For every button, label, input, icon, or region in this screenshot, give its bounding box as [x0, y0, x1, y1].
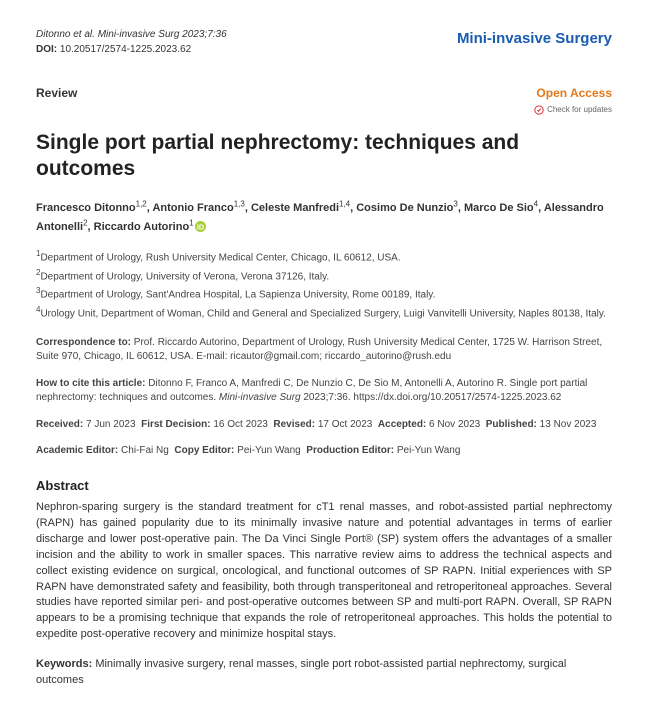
- correspondence-label: Correspondence to:: [36, 337, 131, 348]
- academic-editor-label: Academic Editor:: [36, 445, 118, 456]
- affiliation-1: 1Department of Urology, Rush University …: [36, 248, 612, 266]
- howtocite-label: How to cite this article:: [36, 378, 145, 389]
- article-title: Single port partial nephrectomy: techniq…: [36, 130, 612, 183]
- keywords-text: Minimally invasive surgery, renal masses…: [36, 658, 566, 686]
- affiliation-3-text: Department of Urology, Sant'Andrea Hospi…: [40, 290, 435, 301]
- academic-editor: Chi-Fai Ng: [121, 445, 169, 456]
- check-updates-link[interactable]: Check for updates: [534, 104, 612, 116]
- abstract-heading: Abstract: [36, 477, 612, 496]
- production-editor: Pei-Yun Wang: [397, 445, 461, 456]
- doi-label: DOI:: [36, 44, 57, 55]
- meta-row: Review Open Access Check for updates: [36, 85, 612, 116]
- received-date: 7 Jun 2023: [86, 419, 136, 430]
- dates-row: Received: 7 Jun 2023 First Decision: 16 …: [36, 418, 612, 433]
- open-access-block: Open Access Check for updates: [534, 85, 612, 116]
- affiliation-4-text: Urology Unit, Department of Woman, Child…: [40, 308, 605, 319]
- journal-name: Mini-invasive Surgery: [457, 28, 612, 50]
- affiliations: 1Department of Urology, Rush University …: [36, 248, 612, 322]
- affiliation-4: 4Urology Unit, Department of Woman, Chil…: [36, 304, 612, 322]
- check-updates-icon: [534, 105, 544, 115]
- revised-date: 17 Oct 2023: [318, 419, 372, 430]
- svg-text:iD: iD: [196, 223, 203, 232]
- how-to-cite: How to cite this article: Ditonno F, Fra…: [36, 377, 612, 406]
- production-editor-label: Production Editor:: [306, 445, 394, 456]
- doi-value: 10.20517/2574-1225.2023.62: [60, 44, 191, 55]
- affiliation-2-text: Department of Urology, University of Ver…: [40, 271, 329, 282]
- citation-text: Ditonno et al. Mini-invasive Surg 2023;7…: [36, 29, 227, 40]
- affiliation-2: 2Department of Urology, University of Ve…: [36, 267, 612, 285]
- keywords: Keywords: Minimally invasive surgery, re…: [36, 657, 612, 689]
- editors-row: Academic Editor: Chi-Fai Ng Copy Editor:…: [36, 444, 612, 459]
- authors-list: Francesco Ditonno1,2, Antonio Franco1,3,…: [36, 198, 612, 235]
- keywords-label: Keywords:: [36, 658, 92, 670]
- howtocite-journal: Mini-invasive Surg: [219, 392, 301, 403]
- howtocite-tail: 2023;7:36. https://dx.doi.org/10.20517/2…: [301, 392, 562, 403]
- article-type: Review: [36, 85, 77, 102]
- copy-editor-label: Copy Editor:: [174, 445, 234, 456]
- open-access-label: Open Access: [534, 85, 612, 102]
- affiliation-1-text: Department of Urology, Rush University M…: [40, 252, 400, 263]
- accepted-date: 6 Nov 2023: [429, 419, 480, 430]
- abstract-body: Nephron-sparing surgery is the standard …: [36, 500, 612, 643]
- first-decision-date: 16 Oct 2023: [213, 419, 267, 430]
- copy-editor: Pei-Yun Wang: [237, 445, 301, 456]
- accepted-label: Accepted:: [378, 419, 426, 430]
- affiliation-3: 3Department of Urology, Sant'Andrea Hosp…: [36, 285, 612, 303]
- revised-label: Revised:: [273, 419, 315, 430]
- citation-block: Ditonno et al. Mini-invasive Surg 2023;7…: [36, 28, 227, 57]
- correspondence: Correspondence to: Prof. Riccardo Autori…: [36, 336, 612, 365]
- published-label: Published:: [486, 419, 537, 430]
- authors-text: Francesco Ditonno1,2, Antonio Franco1,3,…: [36, 202, 604, 233]
- check-updates-text: Check for updates: [547, 104, 612, 116]
- first-decision-label: First Decision:: [141, 419, 210, 430]
- orcid-icon[interactable]: iD: [195, 221, 206, 232]
- published-date: 13 Nov 2023: [540, 419, 597, 430]
- received-label: Received:: [36, 419, 83, 430]
- header-row: Ditonno et al. Mini-invasive Surg 2023;7…: [36, 28, 612, 57]
